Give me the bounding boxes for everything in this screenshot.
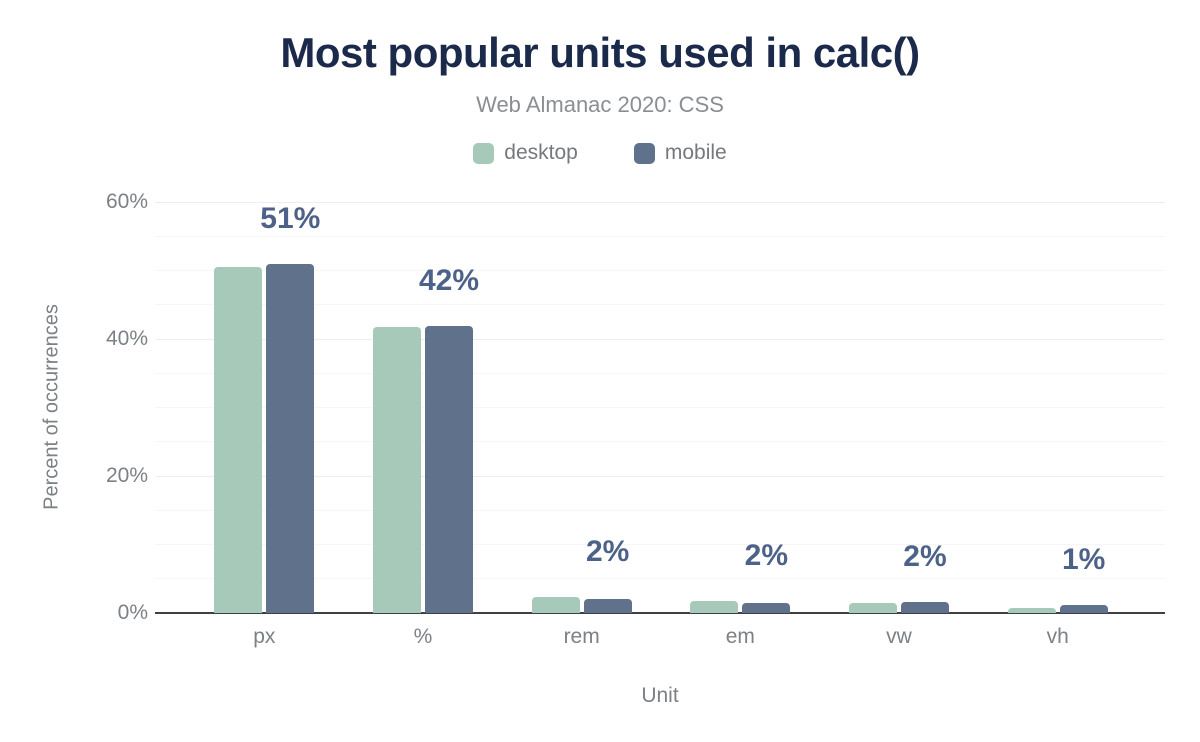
gridline-major-40 <box>155 338 1165 340</box>
plot-area: 51% 42% 2% 2% 2% 1% <box>155 201 1165 614</box>
legend-swatch-mobile <box>633 142 655 164</box>
x-axis-line <box>155 612 1165 614</box>
value-label-vw: 2% <box>903 540 947 574</box>
bar-mobile-vh <box>1059 604 1108 613</box>
x-axis-title: Unit <box>641 684 679 707</box>
ytick-label-40%: 40% <box>105 327 148 350</box>
x-axis-tick-labels: px% rem em vw vh <box>155 625 1165 655</box>
gridline-major-60 <box>155 201 1165 203</box>
legend-label-mobile: mobile <box>664 141 727 164</box>
xtick-label-em: em <box>725 625 755 648</box>
bar-desktop-vw <box>848 602 897 613</box>
chart-title: Most popular units used in calc() <box>280 29 920 76</box>
bar-group-vh: 1% <box>978 202 1137 613</box>
bar-mobile-vw <box>900 602 949 613</box>
legend-swatch-desktop <box>473 142 495 164</box>
bar-mobile-rem <box>583 599 632 613</box>
value-label-%: 42% <box>418 264 479 297</box>
gridline-minor-45 <box>155 304 1165 306</box>
bar-desktop-vh <box>1007 607 1056 613</box>
bar-group-%: 42% <box>344 202 503 613</box>
legend-item-mobile: mobile <box>633 141 727 165</box>
gridline-minor-50 <box>155 270 1165 271</box>
legend-item-desktop: desktop <box>473 141 578 165</box>
bar-desktop-% <box>372 327 421 613</box>
xtick-label-vh: vh <box>1046 625 1069 648</box>
bar-mobile-px <box>266 263 315 613</box>
xtick-label-rem: rem <box>563 625 600 648</box>
gridline-major-20 <box>155 475 1165 477</box>
value-label-vh: 1% <box>1061 542 1106 576</box>
gridline-minor-15 <box>155 509 1165 511</box>
bar-group-px: 51% <box>185 202 344 613</box>
xtick-label-px: px <box>253 625 276 648</box>
gridline-minor-30 <box>155 407 1165 408</box>
bar-desktop-px <box>214 267 263 613</box>
ytick-label-20%: 20% <box>105 464 148 487</box>
xtick-label-vw: vw <box>886 625 912 648</box>
bar-group-vw: 2% <box>820 202 979 613</box>
legend-label-desktop: desktop <box>504 141 578 164</box>
chart-subtitle: Web Almanac 2020: CSS <box>476 92 724 117</box>
value-label-em: 2% <box>744 538 788 572</box>
gridline-minor-55 <box>155 235 1165 237</box>
bar-desktop-em <box>690 600 739 613</box>
bar-mobile-em <box>742 602 791 613</box>
bar-group-rem: 2% <box>502 202 661 613</box>
gridline-minor-5 <box>155 578 1165 580</box>
gridline-minor-35 <box>155 372 1165 374</box>
ytick-label-0%: 0% <box>117 601 148 624</box>
gridline-minor-25 <box>155 441 1165 443</box>
legend: desktop mobile <box>0 141 1200 165</box>
value-label-rem: 2% <box>585 535 630 569</box>
ytick-label-60%: 60% <box>105 190 148 213</box>
gridline-minor-10 <box>155 544 1165 545</box>
bar-group-em: 2% <box>661 202 820 613</box>
xtick-label-%: % <box>413 625 433 648</box>
bar-desktop-rem <box>531 597 580 613</box>
value-label-px: 51% <box>260 201 321 235</box>
bar-mobile-% <box>424 326 473 613</box>
